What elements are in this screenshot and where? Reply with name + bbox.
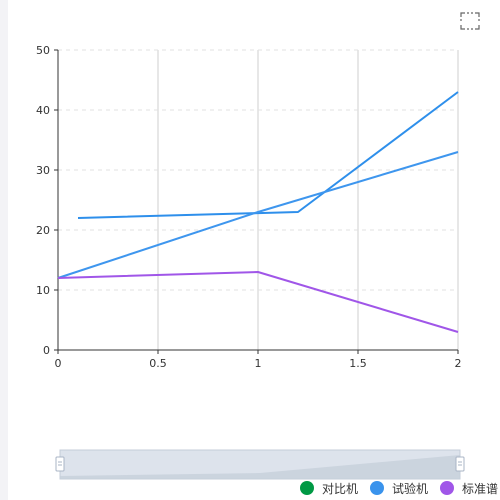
legend-item-standard[interactable]: 标准谱 — [440, 480, 498, 497]
zoom-handle-left[interactable] — [55, 456, 65, 472]
y-tick-label: 10 — [36, 284, 50, 297]
y-tick-label: 30 — [36, 164, 50, 177]
legend: 对比机 试验机 标准谱 — [300, 479, 500, 497]
series-line[interactable] — [57, 271, 459, 333]
legend-item-test[interactable]: 试验机 — [370, 480, 428, 497]
legend-dot — [440, 481, 455, 495]
left-panel-strip — [0, 0, 8, 500]
y-tick-label: 0 — [43, 344, 50, 357]
grid-lines — [58, 49, 459, 350]
series-line[interactable] — [77, 91, 459, 219]
fullscreen-button[interactable] — [460, 12, 480, 30]
y-tick-label: 50 — [36, 44, 50, 57]
y-tick-label: 20 — [36, 224, 50, 237]
legend-item-comparison[interactable]: 对比机 — [300, 480, 358, 497]
zoom-preview-area — [60, 455, 460, 479]
x-tick-label: 2 — [455, 357, 462, 370]
x-tick-label: 1.5 — [349, 357, 367, 370]
data-zoom-slider[interactable] — [55, 449, 465, 480]
zoom-handle-right[interactable] — [455, 456, 465, 472]
tick-labels: 0 10 20 30 40 50 0 0.5 1 1.5 2 — [36, 44, 462, 370]
y-tick-label: 40 — [36, 104, 50, 117]
x-tick-label: 1 — [255, 357, 262, 370]
legend-dot — [370, 481, 385, 495]
x-tick-label: 0 — [55, 357, 62, 370]
x-tick-label: 0.5 — [149, 357, 167, 370]
fullscreen-icon — [460, 12, 480, 30]
series-line[interactable] — [57, 151, 459, 279]
legend-label: 标准谱 — [462, 481, 499, 496]
legend-label: 试验机 — [392, 481, 429, 496]
axes — [54, 49, 459, 354]
series-lines — [57, 91, 459, 333]
legend-label: 对比机 — [322, 481, 359, 496]
legend-dot — [300, 481, 314, 495]
